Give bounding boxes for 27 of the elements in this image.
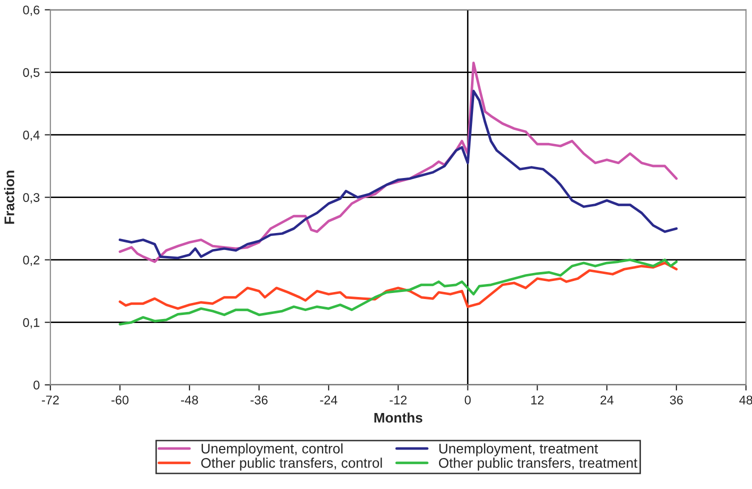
legend-label: Other public transfers, control: [201, 458, 382, 471]
x-tick-label: -60: [111, 396, 128, 404]
y-tick-label: 0,3: [23, 193, 40, 204]
x-tick-label: 24: [600, 396, 614, 404]
y-tick-label: 0: [34, 380, 40, 390]
x-tick-label: -24: [320, 396, 338, 404]
legend-label: Unemployment, control: [202, 443, 342, 456]
y-tick-label: 0,4: [23, 130, 40, 141]
line-series: [118, 258, 678, 326]
y-axis-title: Fraction: [4, 170, 14, 224]
legend-label: Other public transfers, treatment: [438, 458, 638, 471]
line-series: [118, 262, 678, 310]
x-tick-label: -36: [250, 396, 268, 404]
x-tick-label: -12: [390, 396, 407, 404]
x-tick-label: -48: [181, 396, 198, 404]
y-tick-label: 0,1: [23, 318, 40, 328]
legend-label: Unemployment, treatment: [439, 443, 598, 456]
x-tick-label: 48: [739, 396, 752, 404]
y-tick-label: 0,6: [23, 6, 40, 16]
x-tick-label: -72: [42, 396, 59, 404]
x-tick-label: 0: [464, 396, 471, 404]
x-tick-label: 12: [531, 396, 544, 404]
line-series: [118, 90, 678, 260]
x-tick-label: 36: [670, 396, 683, 404]
y-tick-label: 0,5: [23, 68, 40, 78]
x-axis-title: Months: [374, 412, 422, 423]
y-tick-label: 0,2: [23, 256, 40, 266]
